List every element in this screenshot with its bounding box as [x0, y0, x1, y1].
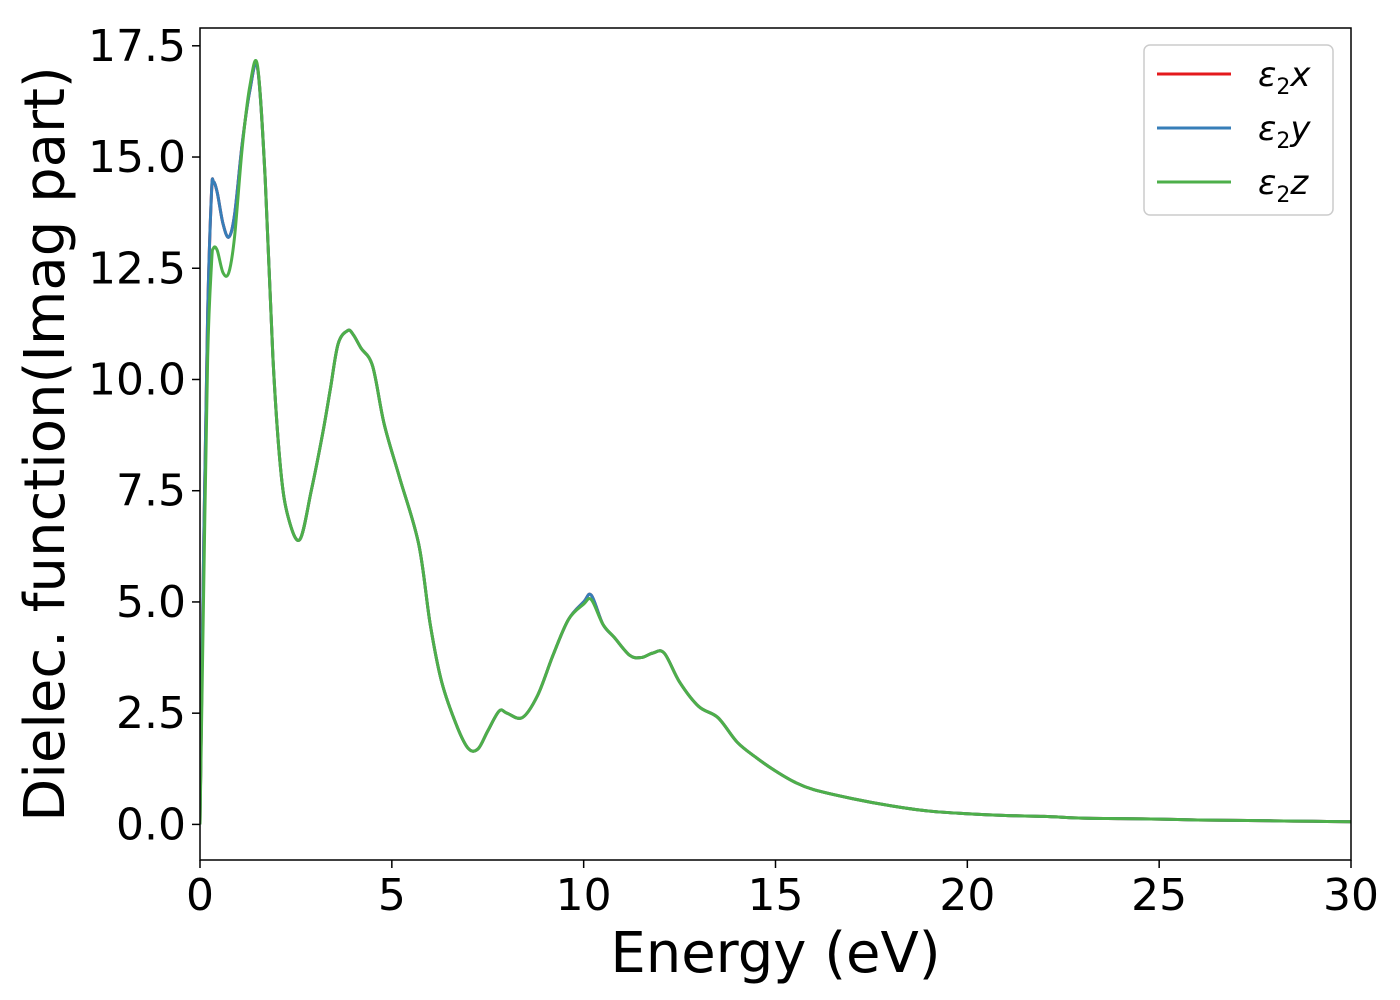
legend-label-z: ε2z: [1258, 163, 1309, 208]
x-axis-title: Energy (eV): [610, 921, 940, 986]
y-tick-label: 17.5: [88, 21, 186, 72]
legend-box: [1143, 44, 1334, 216]
legend-label-x: ε2x: [1258, 55, 1311, 100]
y-axis: 0.0 2.5 5.0 7.5 10.0 12.5 15.0 17.5: [88, 21, 200, 850]
x-axis: 0 5 10 15 20 25 30: [186, 860, 1379, 921]
y-tick-label: 10.0: [88, 354, 186, 405]
x-tick-label: 15: [748, 870, 804, 921]
series-line-z: [200, 58, 1351, 825]
y-axis-title: Dielec. function(Imag part): [13, 66, 78, 822]
x-tick-label: 20: [939, 870, 995, 921]
y-tick-label: 0.0: [116, 799, 186, 850]
x-tick-label: 25: [1131, 870, 1187, 921]
legend-label-y: ε2y: [1258, 109, 1311, 154]
y-tick-label: 2.5: [116, 688, 186, 739]
x-tick-label: 30: [1323, 870, 1379, 921]
x-tick-label: 5: [378, 870, 406, 921]
legend: ε2x ε2y ε2z: [1143, 44, 1334, 216]
y-tick-label: 15.0: [88, 132, 186, 183]
y-tick-label: 7.5: [116, 466, 186, 517]
series-layer: [200, 58, 1351, 825]
y-tick-label: 12.5: [88, 243, 186, 294]
y-tick-label: 5.0: [116, 577, 186, 628]
x-tick-label: 0: [186, 870, 214, 921]
x-tick-label: 10: [556, 870, 612, 921]
